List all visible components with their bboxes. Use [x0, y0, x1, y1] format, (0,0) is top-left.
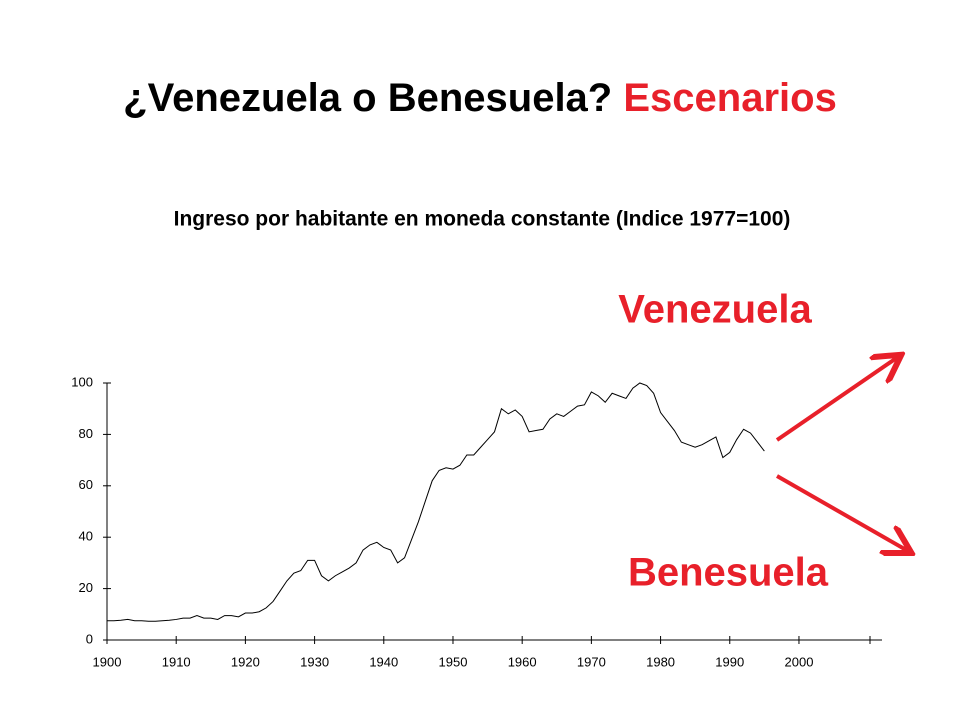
y-tick-label: 0 [86, 631, 93, 646]
annotation: Benesuela [628, 551, 829, 595]
y-tick-label: 20 [79, 580, 93, 595]
x-tick-label: 1980 [646, 654, 675, 669]
line [107, 382, 765, 622]
y-tick-label: 80 [79, 426, 93, 441]
plot: 0 20 40 60 80 100 1900 1910 1920 1930 1940 1950 1960… [71, 374, 882, 669]
y-tick-label: 60 [79, 477, 93, 492]
subtitle: Ingreso por habitante en moneda constant… [174, 208, 791, 231]
x-tick-label: 1900 [93, 654, 122, 669]
x-tick-label: 1910 [162, 654, 191, 669]
y-tick-label: 40 [79, 529, 93, 544]
x-tick-label: 1990 [715, 654, 744, 669]
title-highlight: Escenarios [623, 76, 836, 120]
x-tick-label: 1970 [577, 654, 606, 669]
arrow [775, 357, 898, 442]
x-tick-label: 1960 [508, 654, 537, 669]
x-tick-label: 1920 [231, 654, 260, 669]
x-tick-label: 1950 [439, 654, 468, 669]
x-tick-label: 1930 [300, 654, 329, 669]
y-tick-label: 100 [71, 374, 93, 389]
title-main: ¿Venezuela o Benesuela? [123, 76, 612, 120]
title: ¿Venezuela o Benesuela? Escenarios [123, 76, 837, 120]
x-tick-label: 1940 [369, 654, 398, 669]
arrow [776, 474, 908, 551]
annotation: Venezuela [618, 288, 812, 332]
x-tick-label: 2000 [785, 654, 814, 669]
